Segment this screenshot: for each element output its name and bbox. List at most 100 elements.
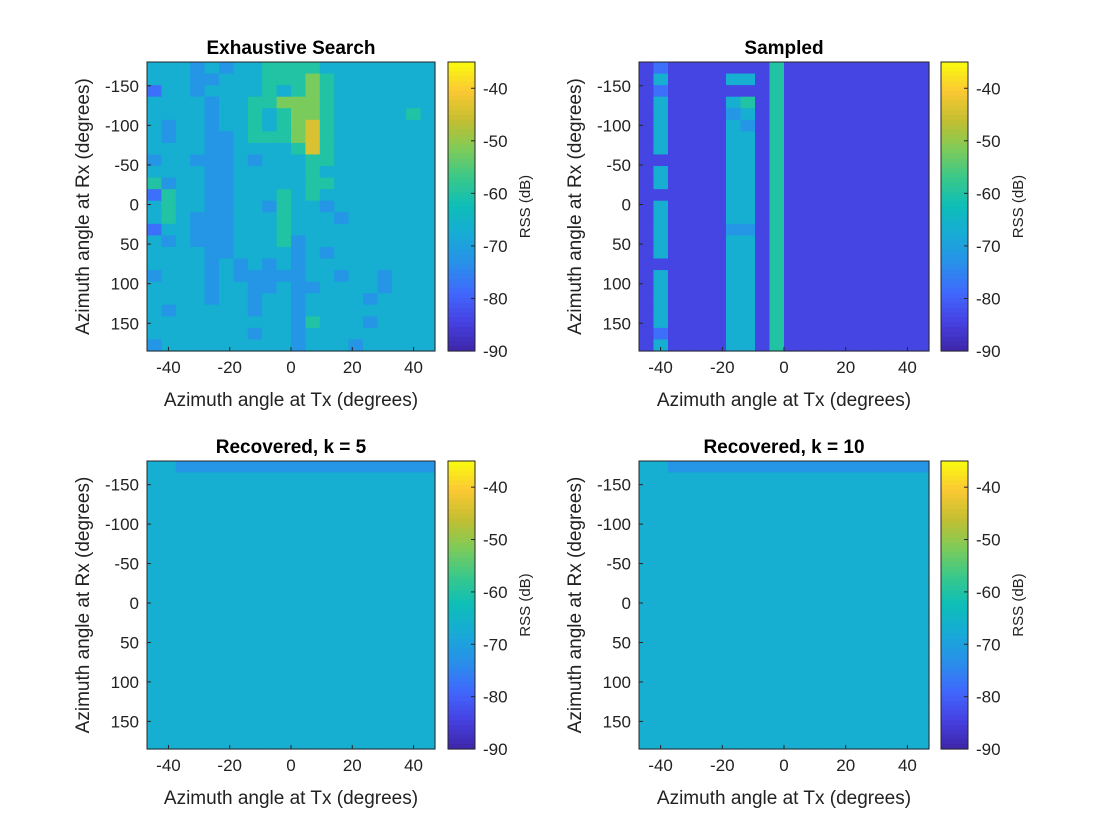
colorbar-segment bbox=[941, 249, 968, 256]
heatmap-cell bbox=[653, 339, 669, 352]
heatmap-cell bbox=[291, 246, 306, 260]
heatmap-cell bbox=[175, 702, 191, 716]
heatmap-cell bbox=[769, 73, 785, 86]
heatmap-cell bbox=[856, 154, 872, 167]
heatmap-cell bbox=[842, 622, 858, 635]
heatmap-cell bbox=[682, 281, 698, 294]
heatmap-cell bbox=[291, 714, 306, 727]
heatmap-cell bbox=[305, 507, 321, 520]
heatmap-cell bbox=[856, 212, 872, 225]
heatmap-cell bbox=[190, 131, 206, 144]
heatmap-cell bbox=[334, 142, 350, 156]
heatmap-cell bbox=[697, 246, 713, 260]
heatmap-cell bbox=[190, 316, 206, 329]
heatmap-cell bbox=[276, 235, 292, 248]
heatmap-cell bbox=[334, 679, 350, 692]
heatmap-cell bbox=[784, 484, 800, 497]
x-tick-label: 0 bbox=[779, 756, 788, 775]
heatmap-cell bbox=[842, 633, 858, 646]
panel-4: Recovered, k = 10-40 -20 0 20 40-150-100-500… bbox=[565, 437, 1027, 809]
heatmap-cell bbox=[769, 679, 785, 692]
heatmap-cell bbox=[204, 507, 220, 520]
heatmap-cell bbox=[420, 154, 436, 167]
heatmap-cell bbox=[784, 714, 800, 727]
heatmap-cell bbox=[305, 327, 321, 341]
heatmap-cell bbox=[219, 108, 234, 121]
heatmap-cell bbox=[262, 270, 278, 283]
heatmap-cell bbox=[377, 564, 393, 577]
heatmap-cell bbox=[769, 691, 785, 704]
heatmap-cell bbox=[711, 633, 727, 646]
heatmap-cell bbox=[856, 507, 872, 520]
heatmap-cell bbox=[175, 258, 191, 271]
heatmap-cell bbox=[682, 177, 698, 190]
heatmap-cell bbox=[175, 610, 191, 623]
heatmap-cell bbox=[842, 258, 858, 271]
heatmap-cell bbox=[291, 166, 306, 179]
colorbar-segment bbox=[448, 187, 475, 193]
heatmap-cell bbox=[711, 656, 727, 669]
colorbar-segment bbox=[941, 119, 968, 126]
heatmap-cell bbox=[842, 62, 858, 75]
heatmap-cell bbox=[319, 293, 335, 306]
heatmap-cell bbox=[334, 472, 350, 485]
heatmap-cell bbox=[305, 108, 321, 121]
heatmap-cell bbox=[305, 316, 321, 329]
heatmap-cell bbox=[842, 212, 858, 225]
heatmap-cell bbox=[291, 656, 306, 669]
heatmap-cell bbox=[726, 587, 742, 600]
heatmap-cell bbox=[377, 62, 393, 75]
heatmap-cell bbox=[219, 679, 234, 692]
heatmap-cell bbox=[219, 166, 234, 179]
heatmap-cell bbox=[842, 304, 858, 317]
heatmap-cell bbox=[276, 725, 292, 739]
heatmap-cell bbox=[219, 177, 234, 190]
heatmap-cell bbox=[391, 166, 407, 179]
heatmap-cell bbox=[755, 691, 771, 704]
heatmap-cell bbox=[682, 737, 698, 750]
colorbar-segment bbox=[448, 158, 475, 164]
heatmap-cell bbox=[204, 679, 220, 692]
heatmap-cell bbox=[726, 189, 742, 202]
heatmap-cell bbox=[406, 212, 422, 225]
heatmap-cell bbox=[420, 235, 436, 248]
y-tick-label: 50 bbox=[120, 235, 139, 254]
heatmap-cell bbox=[247, 714, 263, 727]
heatmap-cell bbox=[219, 62, 234, 75]
heatmap-cell bbox=[219, 518, 234, 531]
heatmap-cell bbox=[653, 507, 669, 520]
heatmap-cell bbox=[233, 530, 249, 543]
colorbar-segment bbox=[941, 581, 968, 587]
heatmap-cell bbox=[668, 62, 684, 75]
heatmap-cell bbox=[726, 564, 742, 577]
colorbar-segment bbox=[448, 528, 475, 534]
heatmap-cell bbox=[769, 610, 785, 623]
heatmap-cell bbox=[363, 281, 378, 294]
heatmap-cell bbox=[233, 714, 249, 727]
heatmap-cell bbox=[668, 166, 684, 179]
heatmap-cell bbox=[305, 258, 321, 271]
heatmap-cell bbox=[391, 235, 407, 248]
heatmap-cell bbox=[682, 96, 698, 109]
heatmap-cell bbox=[204, 339, 220, 352]
heatmap-cell bbox=[900, 679, 916, 692]
heatmap-cell bbox=[914, 293, 930, 306]
heatmap-cell bbox=[334, 495, 350, 508]
heatmap-cell bbox=[784, 304, 800, 317]
heatmap-cell bbox=[247, 339, 263, 352]
heatmap-cell bbox=[319, 461, 335, 474]
heatmap-cell bbox=[914, 645, 930, 658]
heatmap-cell bbox=[827, 714, 843, 727]
heatmap-cell bbox=[900, 108, 916, 121]
colorbar-segment bbox=[448, 71, 475, 78]
colorbar-segment bbox=[448, 734, 475, 740]
heatmap-cell bbox=[711, 154, 727, 167]
panel-title: Exhaustive Search bbox=[207, 38, 376, 59]
heatmap-cell bbox=[233, 177, 249, 190]
colorbar-segment bbox=[448, 523, 475, 529]
heatmap-cell bbox=[682, 553, 698, 566]
heatmap-cell bbox=[420, 564, 436, 577]
colorbar-segment bbox=[448, 566, 475, 572]
colorbar-segment bbox=[448, 710, 475, 716]
heatmap-cell bbox=[842, 293, 858, 306]
